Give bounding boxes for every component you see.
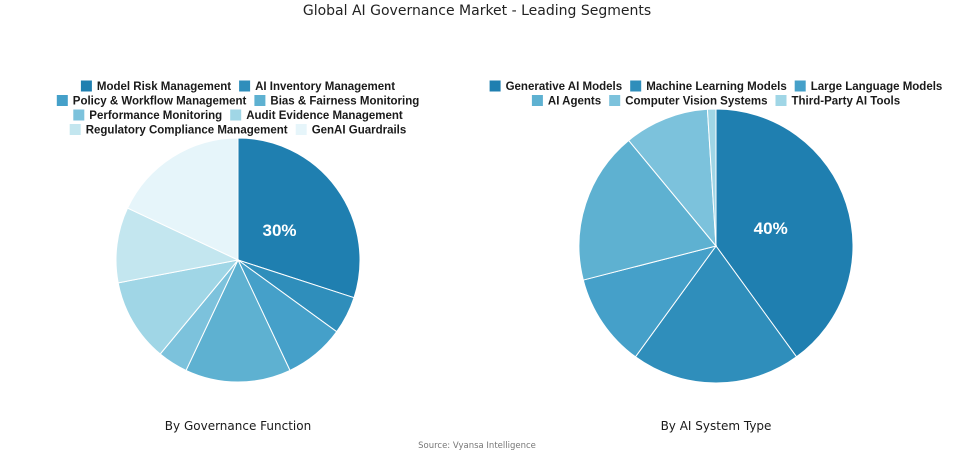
- legend-swatch-performance-monitoring: [73, 109, 85, 121]
- pie-chart-ai-system-type: 40% Generative AI Models Machine Learning …: [489, 80, 943, 384]
- legend-swatch-genai-guardrails: [295, 124, 307, 135]
- pie-slice-third-party-ai-tools: [706, 108, 717, 247]
- legend-swatch-generative-ai-models: [489, 80, 501, 92]
- pie-slice-ai-agents: [578, 139, 717, 281]
- legend-label-machine-learning-models: Machine Learning Models: [646, 81, 787, 93]
- pie-subtitle-ai-system-type: By AI System Type: [661, 419, 772, 433]
- legend-label-computer-vision-systems: Computer Vision Systems: [625, 96, 767, 108]
- pie-slice-large-language-models: [582, 245, 718, 358]
- pie-slice-regulatory-compliance-management: [115, 207, 240, 284]
- legend-swatch-regulatory-compliance-management: [69, 124, 81, 135]
- legend-swatch-large-language-models: [794, 80, 806, 92]
- legend-swatch-ai-agents: [531, 95, 543, 106]
- pie-slice-computer-vision-systems: [627, 108, 717, 248]
- legend-swatch-policy-and-workflow-management: [56, 95, 68, 106]
- pie-slice-genai-guardrails: [126, 137, 239, 261]
- pie-slice-machine-learning-models: [634, 245, 798, 384]
- legend-label-model-risk-management: Model Risk Management: [97, 81, 231, 93]
- legend-swatch-model-risk-management: [80, 80, 92, 92]
- legend-label-large-language-models: Large Language Models: [811, 81, 943, 93]
- source-note: Source: Vyansa Intelligence: [418, 441, 536, 451]
- legend-label-generative-ai-models: Generative AI Models: [506, 81, 623, 93]
- legend-label-performance-monitoring: Performance Monitoring: [89, 110, 222, 122]
- legend-swatch-computer-vision-systems: [609, 95, 621, 106]
- pie-subtitle-governance-function: By Governance Function: [165, 419, 311, 433]
- pie-data-label-model-risk-management: 30%: [262, 221, 296, 240]
- pie-slice-model-risk-management: [237, 137, 361, 299]
- legend-label-audit-evidence-management: Audit Evidence Management: [246, 110, 403, 122]
- legend-label-third-party-ai-tools: Third-Party AI Tools: [792, 96, 901, 108]
- pie-slice-bias-and-fairness-monitoring: [185, 258, 291, 383]
- legend-label-ai-inventory-management: AI Inventory Management: [255, 81, 395, 93]
- chart-title: Global AI Governance Market - Leading Se…: [303, 3, 651, 19]
- legend-label-policy-and-workflow-management: Policy & Workflow Management: [73, 96, 247, 108]
- legend-label-ai-agents: AI Agents: [548, 96, 601, 108]
- legend-swatch-ai-inventory-management: [239, 80, 251, 92]
- legend-label-regulatory-compliance-management: Regulatory Compliance Management: [86, 125, 288, 137]
- legend-label-bias-and-fairness-monitoring: Bias & Fairness Monitoring: [270, 96, 419, 108]
- legend-label-genai-guardrails: GenAI Guardrails: [312, 125, 407, 137]
- pie-chart-governance-function: 30% Model Risk Management AI Inventory Man…: [56, 80, 419, 383]
- legend-swatch-audit-evidence-management: [230, 109, 242, 121]
- pie-data-label-generative-ai-models: 40%: [754, 219, 788, 238]
- legend-swatch-bias-and-fairness-monitoring: [254, 95, 266, 106]
- legend-swatch-third-party-ai-tools: [775, 95, 787, 106]
- pie-slice-audit-evidence-management: [117, 259, 240, 355]
- pie-slice-generative-ai-models: [715, 108, 854, 358]
- legend-swatch-machine-learning-models: [630, 80, 642, 92]
